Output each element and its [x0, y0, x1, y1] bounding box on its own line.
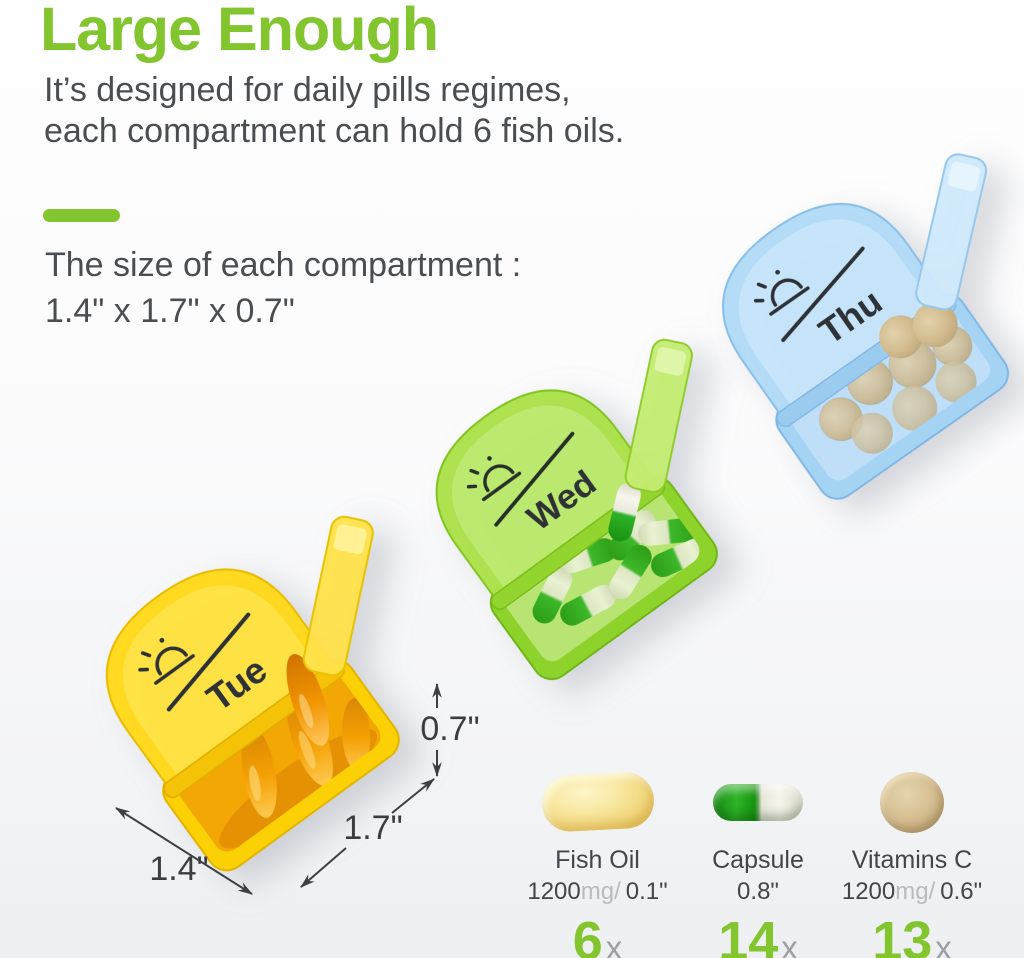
compartment-size-value: 1.4" x 1.7" x 0.7" [45, 292, 295, 330]
dimension-width-label: 1.4" [149, 850, 208, 888]
lid-highlight [122, 585, 330, 787]
overflow-softgel [286, 654, 330, 746]
capsule-figure [688, 763, 828, 841]
accent-dash [43, 209, 120, 222]
pillbox-wednesday-graphic: Wed [435, 338, 718, 681]
lid-highlight [738, 219, 941, 416]
length-arrow-top [391, 778, 435, 814]
overflow-capsule [608, 482, 641, 542]
fish-oil-softgel-image [540, 771, 655, 833]
pillbox-wednesday: Wed [369, 319, 735, 697]
pill-name: Vitamins C [851, 846, 973, 874]
fish-oil-softgels [219, 694, 377, 849]
pill-count: 14 x [688, 914, 828, 958]
dimension-annotations: 0.7" 1.7" 1.4" [115, 682, 480, 895]
box-cavity [178, 673, 381, 852]
spec-unit: mg/ [580, 878, 621, 905]
count-number: 14 [718, 911, 779, 958]
pillbox-thursday: Thu [654, 132, 1024, 517]
label-slash [781, 246, 865, 343]
label-slash [166, 612, 251, 712]
vitamins-c-figure [828, 763, 996, 841]
dimension-lines [115, 682, 442, 895]
pill-spec: 1200mg/0.6" [828, 878, 996, 906]
pill-spec: 1200mg/0.1" [505, 878, 690, 906]
dimension-height-label: 0.7" [420, 710, 479, 748]
page-title: Large Enough [40, 0, 439, 63]
overflow-tablet [912, 302, 958, 348]
open-lid-flap [302, 515, 374, 677]
fish-oil-figure [505, 763, 690, 841]
width-arrow [115, 807, 253, 895]
spec-unit: mg/ [895, 878, 936, 905]
cavity-tint [504, 490, 700, 662]
label-slash [494, 431, 575, 527]
count-number: 13 [872, 911, 933, 958]
legend-item-capsule: Capsule 0.8" 14 x [688, 763, 828, 958]
spec-size: 0.8" [737, 878, 779, 905]
sunrise-icon [753, 269, 810, 316]
spec-size: 0.1" [625, 878, 668, 905]
legend-item-vitamins-c: Vitamins C 1200mg/0.6" 13 x [828, 763, 996, 958]
green-white-capsules [532, 510, 705, 626]
length-arrow-bottom [300, 847, 347, 888]
open-lid-flap [624, 338, 693, 493]
pill-name: Capsule [712, 846, 804, 874]
count-suffix: x [605, 929, 623, 958]
spec-dose: 1200 [527, 878, 581, 905]
pill-name: Fish Oil [555, 846, 640, 874]
vitamins-c-tablet-image [880, 771, 944, 833]
overflow-tablet [879, 315, 923, 359]
spec-dose: 1200 [841, 878, 896, 905]
pill-spec: 0.8" [688, 878, 828, 906]
spec-size: 0.6" [940, 878, 983, 905]
cavity-tint [178, 673, 381, 852]
count-number: 6 [572, 911, 603, 958]
sunrise-icon [466, 456, 522, 502]
pillbox-thursday-graphic: Thu [722, 153, 1010, 500]
lid-highlight [452, 405, 651, 599]
pill-count: 13 x [828, 914, 996, 958]
compartment-size-heading: The size of each compartment : [45, 246, 522, 284]
count-suffix: x [781, 929, 798, 958]
cavity-tint [790, 308, 991, 481]
sunrise-icon [138, 637, 195, 685]
capsule-image [713, 783, 803, 821]
open-lid-flap [915, 153, 988, 311]
count-suffix: x [935, 929, 952, 958]
dimension-length-label: 1.7" [343, 809, 402, 847]
subtitle-line-1: It’s designed for daily pills regimes, [44, 71, 571, 109]
subtitle-line-2: each compartment can hold 6 fish oils. [44, 112, 625, 150]
